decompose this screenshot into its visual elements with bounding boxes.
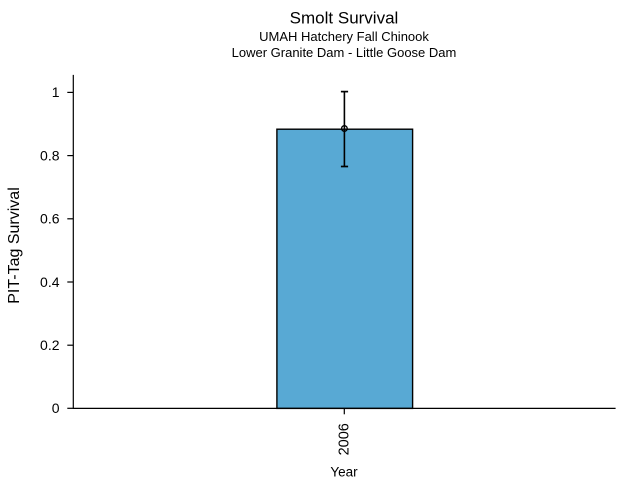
svg-text:0.4: 0.4 — [40, 274, 60, 290]
svg-text:PIT-Tag Survival: PIT-Tag Survival — [6, 187, 23, 303]
svg-text:0: 0 — [52, 400, 60, 416]
svg-text:UMAH Hatchery Fall Chinook: UMAH Hatchery Fall Chinook — [259, 29, 429, 44]
svg-text:2006: 2006 — [336, 423, 352, 455]
svg-text:Lower Granite Dam - Little Goo: Lower Granite Dam - Little Goose Dam — [232, 45, 457, 60]
svg-text:Smolt Survival: Smolt Survival — [290, 9, 399, 28]
svg-text:0.2: 0.2 — [40, 337, 60, 353]
svg-text:0.8: 0.8 — [40, 147, 60, 163]
svg-text:Year: Year — [330, 465, 358, 480]
svg-text:0.6: 0.6 — [40, 211, 60, 227]
svg-text:1: 1 — [52, 84, 60, 100]
